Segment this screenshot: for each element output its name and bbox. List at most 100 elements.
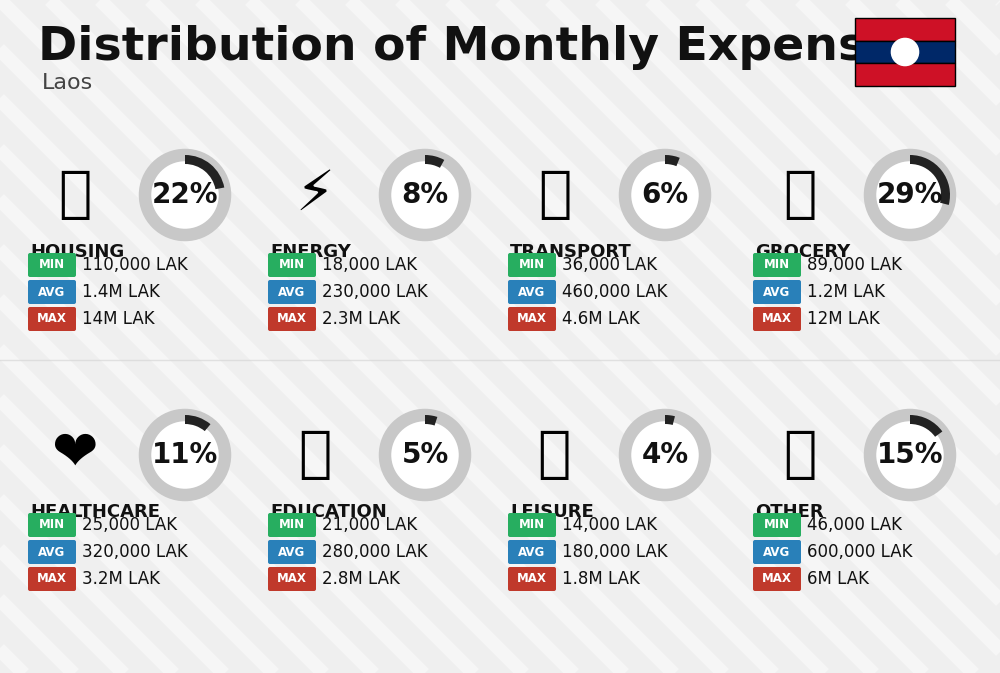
Text: AVG: AVG xyxy=(38,285,66,299)
Text: OTHER: OTHER xyxy=(755,503,824,521)
Circle shape xyxy=(625,415,705,495)
Text: HEALTHCARE: HEALTHCARE xyxy=(30,503,160,521)
Text: 4%: 4% xyxy=(641,441,689,469)
Text: AVG: AVG xyxy=(278,546,306,559)
Text: 4.6M LAK: 4.6M LAK xyxy=(562,310,640,328)
Text: 89,000 LAK: 89,000 LAK xyxy=(807,256,902,274)
Text: 🏢: 🏢 xyxy=(58,168,92,222)
Text: 14,000 LAK: 14,000 LAK xyxy=(562,516,657,534)
Text: HOUSING: HOUSING xyxy=(30,243,124,261)
Circle shape xyxy=(891,38,919,65)
FancyBboxPatch shape xyxy=(508,567,556,591)
Text: 460,000 LAK: 460,000 LAK xyxy=(562,283,668,301)
Circle shape xyxy=(385,155,465,235)
Text: 5%: 5% xyxy=(401,441,449,469)
FancyBboxPatch shape xyxy=(753,280,801,304)
Text: 1.2M LAK: 1.2M LAK xyxy=(807,283,885,301)
FancyBboxPatch shape xyxy=(28,307,76,331)
FancyBboxPatch shape xyxy=(855,40,955,63)
FancyBboxPatch shape xyxy=(268,513,316,537)
Wedge shape xyxy=(185,155,224,189)
FancyBboxPatch shape xyxy=(268,253,316,277)
FancyBboxPatch shape xyxy=(28,513,76,537)
Text: Laos: Laos xyxy=(42,73,93,93)
Text: MIN: MIN xyxy=(279,518,305,532)
FancyBboxPatch shape xyxy=(268,307,316,331)
Text: 21,000 LAK: 21,000 LAK xyxy=(322,516,417,534)
Text: 🚌: 🚌 xyxy=(538,168,572,222)
FancyBboxPatch shape xyxy=(28,540,76,564)
FancyBboxPatch shape xyxy=(508,540,556,564)
Text: 110,000 LAK: 110,000 LAK xyxy=(82,256,188,274)
Wedge shape xyxy=(910,155,950,205)
Text: AVG: AVG xyxy=(518,285,546,299)
Text: MIN: MIN xyxy=(39,518,65,532)
FancyBboxPatch shape xyxy=(855,18,955,40)
Text: 25,000 LAK: 25,000 LAK xyxy=(82,516,177,534)
Wedge shape xyxy=(665,415,675,425)
Text: 12M LAK: 12M LAK xyxy=(807,310,880,328)
Text: Distribution of Monthly Expenses: Distribution of Monthly Expenses xyxy=(38,25,926,70)
Text: 600,000 LAK: 600,000 LAK xyxy=(807,543,912,561)
Text: MAX: MAX xyxy=(762,573,792,586)
FancyBboxPatch shape xyxy=(753,567,801,591)
Text: MIN: MIN xyxy=(39,258,65,271)
Text: 💰: 💰 xyxy=(783,428,817,482)
Circle shape xyxy=(870,155,950,235)
Text: LEISURE: LEISURE xyxy=(510,503,594,521)
Text: 230,000 LAK: 230,000 LAK xyxy=(322,283,428,301)
FancyBboxPatch shape xyxy=(753,307,801,331)
Text: MIN: MIN xyxy=(764,258,790,271)
Text: EDUCATION: EDUCATION xyxy=(270,503,387,521)
FancyBboxPatch shape xyxy=(508,280,556,304)
Wedge shape xyxy=(425,155,444,168)
Text: MAX: MAX xyxy=(37,573,67,586)
Circle shape xyxy=(145,155,225,235)
Wedge shape xyxy=(185,415,210,431)
Text: MAX: MAX xyxy=(37,312,67,326)
Wedge shape xyxy=(665,155,680,166)
Text: MIN: MIN xyxy=(519,258,545,271)
FancyBboxPatch shape xyxy=(28,280,76,304)
Text: 🎓: 🎓 xyxy=(298,428,332,482)
Text: MAX: MAX xyxy=(277,573,307,586)
FancyBboxPatch shape xyxy=(268,567,316,591)
Text: 46,000 LAK: 46,000 LAK xyxy=(807,516,902,534)
Text: 320,000 LAK: 320,000 LAK xyxy=(82,543,188,561)
Circle shape xyxy=(625,155,705,235)
FancyBboxPatch shape xyxy=(28,567,76,591)
Circle shape xyxy=(145,415,225,495)
Text: AVG: AVG xyxy=(38,546,66,559)
Text: 🛒: 🛒 xyxy=(783,168,817,222)
Text: 1.4M LAK: 1.4M LAK xyxy=(82,283,160,301)
Text: AVG: AVG xyxy=(763,546,791,559)
Text: 280,000 LAK: 280,000 LAK xyxy=(322,543,428,561)
Text: 180,000 LAK: 180,000 LAK xyxy=(562,543,668,561)
Text: 8%: 8% xyxy=(401,181,449,209)
Text: 2.8M LAK: 2.8M LAK xyxy=(322,570,400,588)
Text: ENERGY: ENERGY xyxy=(270,243,351,261)
FancyBboxPatch shape xyxy=(753,253,801,277)
Text: 2.3M LAK: 2.3M LAK xyxy=(322,310,400,328)
FancyBboxPatch shape xyxy=(268,280,316,304)
Text: 14M LAK: 14M LAK xyxy=(82,310,155,328)
Text: MIN: MIN xyxy=(519,518,545,532)
Text: GROCERY: GROCERY xyxy=(755,243,850,261)
Text: 11%: 11% xyxy=(152,441,218,469)
Circle shape xyxy=(870,415,950,495)
Text: 6M LAK: 6M LAK xyxy=(807,570,869,588)
Text: 22%: 22% xyxy=(152,181,218,209)
FancyBboxPatch shape xyxy=(508,253,556,277)
Text: AVG: AVG xyxy=(518,546,546,559)
FancyBboxPatch shape xyxy=(855,63,955,86)
Text: 🛍️: 🛍️ xyxy=(538,428,572,482)
Text: ❤️: ❤️ xyxy=(52,428,98,482)
Text: 3.2M LAK: 3.2M LAK xyxy=(82,570,160,588)
Text: 29%: 29% xyxy=(877,181,943,209)
Text: 18,000 LAK: 18,000 LAK xyxy=(322,256,417,274)
Text: MAX: MAX xyxy=(277,312,307,326)
FancyBboxPatch shape xyxy=(508,307,556,331)
Text: 6%: 6% xyxy=(641,181,689,209)
Wedge shape xyxy=(910,415,942,437)
Wedge shape xyxy=(425,415,437,425)
